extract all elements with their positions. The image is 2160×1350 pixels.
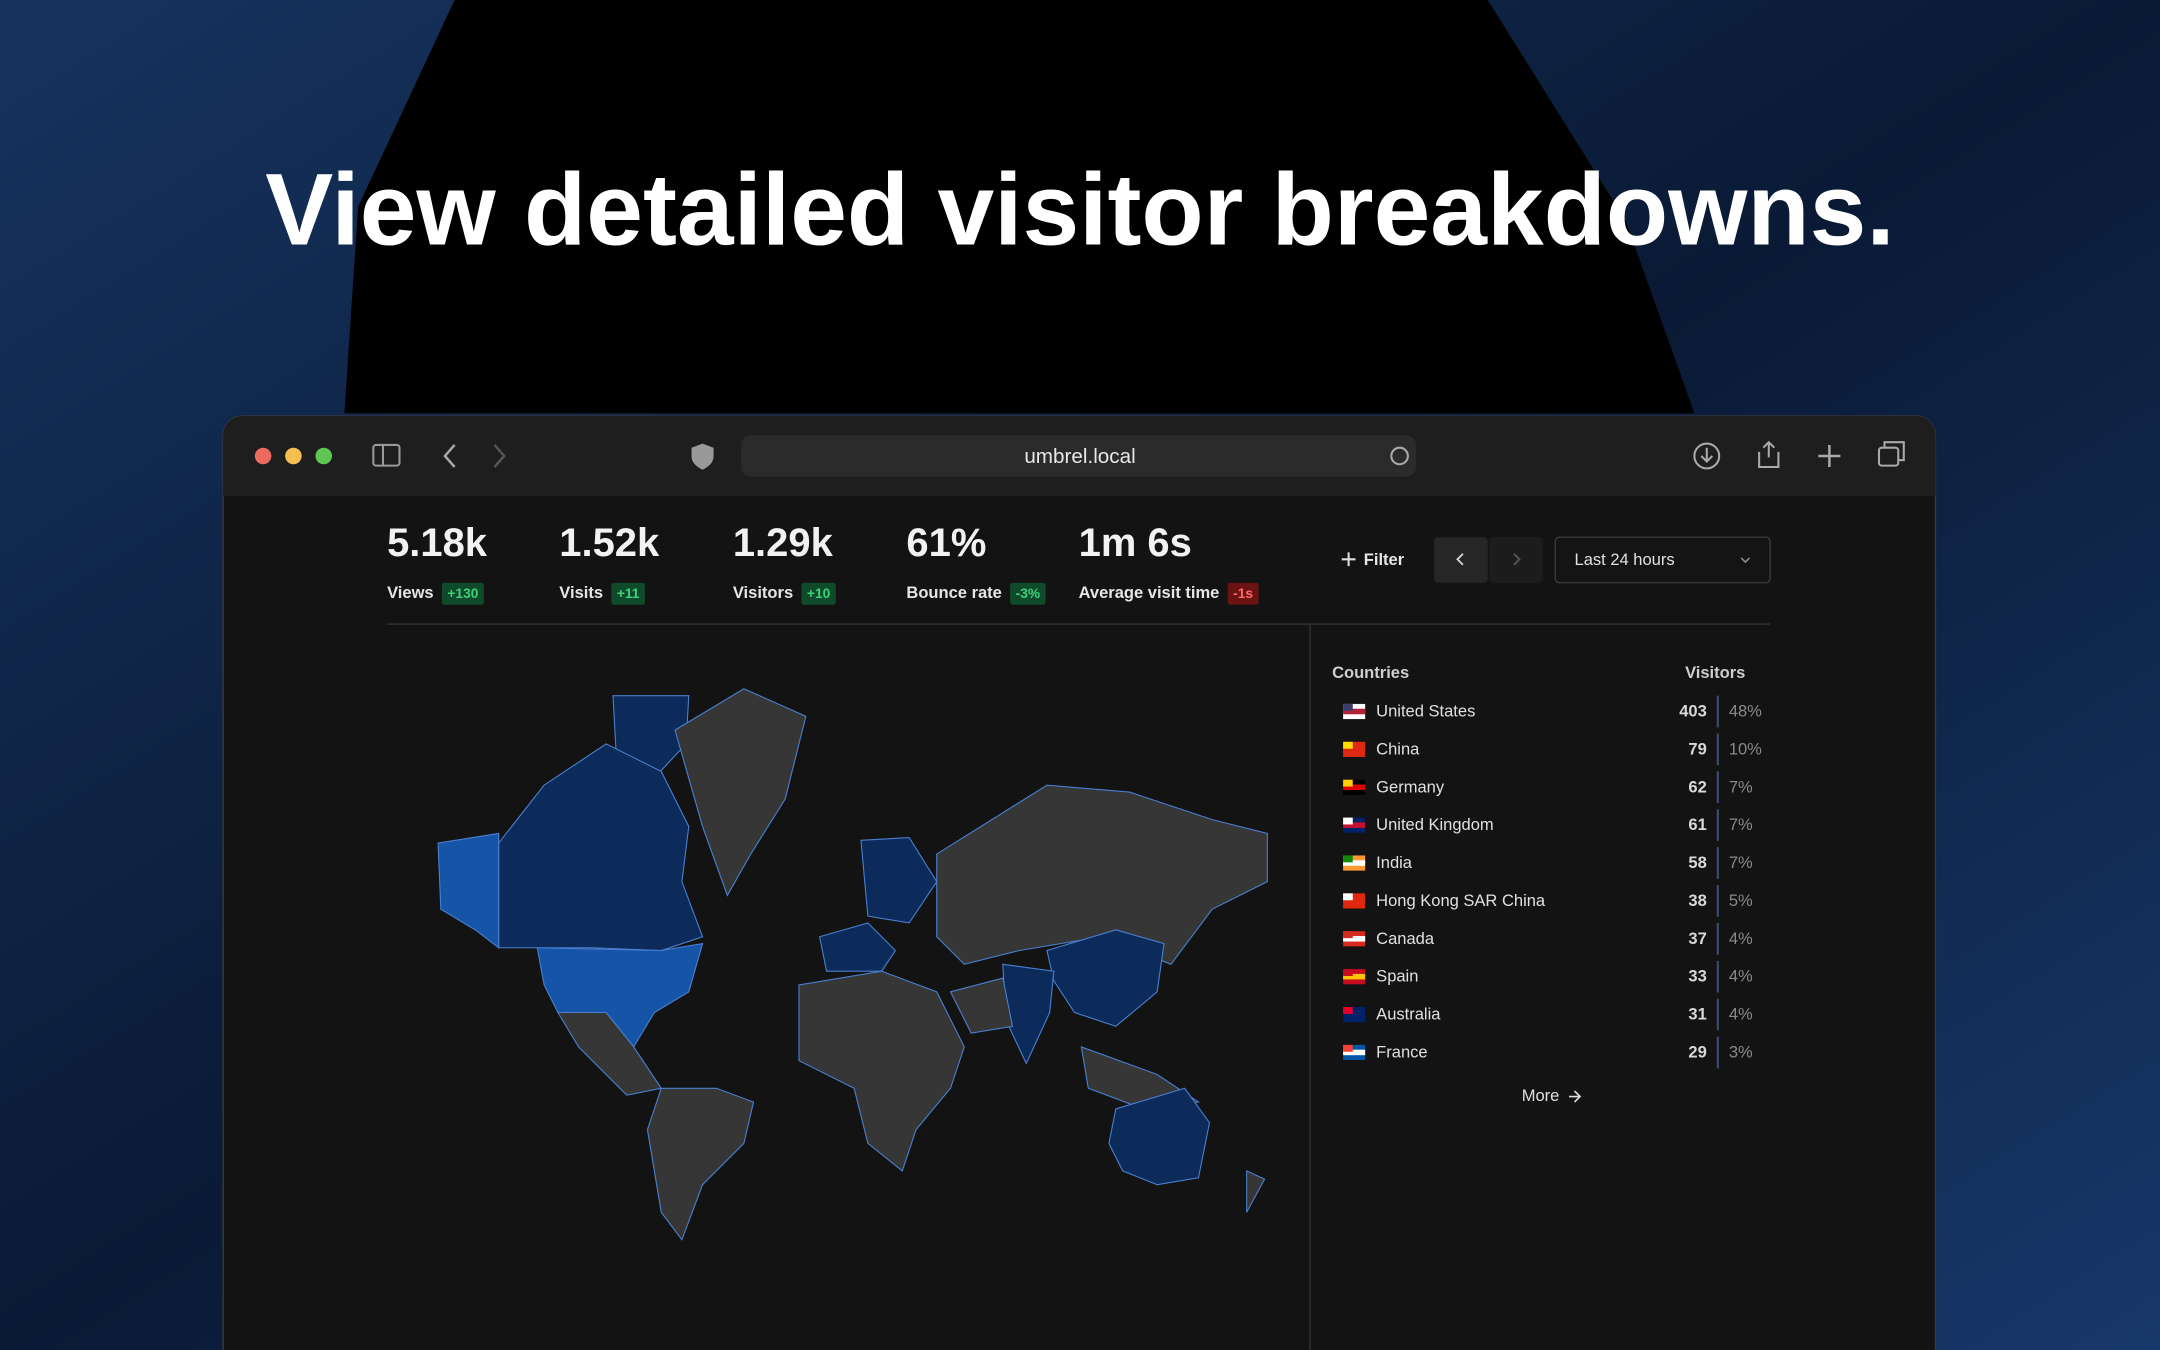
stat-delta-badge bbox=[801, 582, 836, 605]
stat-delta-badge bbox=[1227, 582, 1259, 605]
country-name: India bbox=[1376, 853, 1413, 872]
stat-label: Average visit time bbox=[1079, 583, 1220, 602]
visitor-count: 79 bbox=[1688, 739, 1706, 758]
stat-value: 1m 6s bbox=[1079, 521, 1192, 565]
country-name: China bbox=[1376, 739, 1420, 758]
visitor-count: 33 bbox=[1688, 967, 1706, 986]
country-name: France bbox=[1376, 1042, 1427, 1061]
stat-delta-badge bbox=[1010, 582, 1046, 605]
flag bbox=[1343, 969, 1366, 985]
flag-part bbox=[1343, 1006, 1353, 1014]
flag-part bbox=[1343, 822, 1366, 828]
filter-button[interactable]: Filter bbox=[1364, 550, 1405, 569]
flag-part bbox=[1343, 746, 1366, 753]
world-map bbox=[437, 688, 1268, 1241]
visitor-percent: 3% bbox=[1729, 1042, 1753, 1061]
flag-part bbox=[1343, 1011, 1366, 1018]
flag bbox=[1343, 931, 1366, 947]
visitor-percent: 48% bbox=[1729, 702, 1762, 721]
flag-part bbox=[1343, 708, 1366, 715]
stat-delta-badge bbox=[611, 582, 645, 605]
range-label: Last 24 hours bbox=[1575, 550, 1675, 569]
visitor-percent: 7% bbox=[1729, 777, 1753, 796]
flag-part bbox=[1343, 817, 1353, 825]
visitor-percent: 7% bbox=[1729, 853, 1753, 872]
stat-label: Bounce rate bbox=[906, 583, 1001, 602]
stat-delta-badge bbox=[441, 582, 484, 605]
stat-value: 5.18k bbox=[387, 521, 488, 565]
flag bbox=[1343, 1006, 1366, 1023]
visitor-count: 31 bbox=[1688, 1005, 1706, 1024]
visitor-count: 62 bbox=[1688, 777, 1706, 796]
flag-part bbox=[1343, 969, 1353, 976]
stat-label: Visitors bbox=[733, 583, 793, 602]
flag-part bbox=[1343, 855, 1353, 863]
bg-shape bbox=[344, 0, 1695, 414]
visitor-percent: 4% bbox=[1729, 967, 1753, 986]
stat-label: Views bbox=[387, 583, 434, 602]
range-select[interactable] bbox=[1554, 536, 1771, 584]
flag-part bbox=[1343, 931, 1353, 939]
flag-part bbox=[1343, 1049, 1366, 1056]
more-arrow bbox=[1569, 1090, 1582, 1103]
stat-value: 1.29k bbox=[733, 521, 834, 565]
flag-part bbox=[1343, 784, 1366, 791]
flag bbox=[1343, 855, 1366, 871]
visitor-percent: 4% bbox=[1729, 1005, 1753, 1024]
flag-part bbox=[1343, 741, 1353, 749]
flag bbox=[1343, 893, 1366, 909]
flag-part bbox=[1343, 703, 1353, 711]
visitor-percent: 5% bbox=[1729, 891, 1753, 910]
visitor-count: 58 bbox=[1688, 853, 1706, 872]
flag bbox=[1343, 817, 1366, 833]
visitor-count: 61 bbox=[1688, 815, 1706, 834]
visitor-count: 29 bbox=[1688, 1042, 1706, 1061]
prev-button[interactable] bbox=[1434, 537, 1488, 583]
country-name: Canada bbox=[1376, 929, 1435, 948]
flag-part bbox=[1343, 860, 1366, 866]
flag-part bbox=[1343, 1044, 1353, 1052]
stat-delta: +10 bbox=[807, 586, 831, 601]
country-name: Germany bbox=[1376, 777, 1445, 796]
flag-part bbox=[1343, 898, 1366, 904]
flag bbox=[1343, 741, 1366, 757]
stat-delta: -3% bbox=[1016, 586, 1040, 601]
country-name: United States bbox=[1376, 702, 1475, 721]
stat-delta: -1s bbox=[1233, 586, 1253, 601]
flag-part bbox=[1343, 936, 1366, 942]
flag bbox=[1343, 703, 1366, 720]
flag-part bbox=[1343, 973, 1366, 980]
flag-part bbox=[1343, 893, 1353, 901]
url: umbrel.local bbox=[1024, 445, 1135, 468]
stat-label: Visits bbox=[559, 583, 603, 602]
controls: Filter Last 24 hours bbox=[1341, 536, 1771, 584]
column-header: Countries bbox=[1332, 663, 1409, 682]
flag bbox=[1343, 779, 1366, 795]
stat-value: 61% bbox=[906, 521, 986, 565]
visitor-count: 403 bbox=[1679, 702, 1707, 721]
country-name: Hong Kong SAR China bbox=[1376, 891, 1546, 910]
visitor-percent: 10% bbox=[1729, 739, 1762, 758]
column-header: Visitors bbox=[1685, 663, 1745, 682]
visitor-count: 38 bbox=[1688, 891, 1706, 910]
stat-delta: +11 bbox=[617, 586, 640, 601]
flag bbox=[1343, 1044, 1366, 1061]
country-name: United Kingdom bbox=[1376, 815, 1494, 834]
stat-delta: +130 bbox=[447, 586, 478, 601]
country-name: Spain bbox=[1376, 967, 1418, 986]
next-button[interactable] bbox=[1489, 537, 1543, 583]
stat-value: 1.52k bbox=[559, 521, 660, 565]
url-bar[interactable] bbox=[741, 435, 1417, 477]
flag-part bbox=[1343, 779, 1353, 787]
visitor-percent: 4% bbox=[1729, 929, 1753, 948]
more-link[interactable]: More bbox=[1522, 1086, 1560, 1105]
country-name: Australia bbox=[1376, 1005, 1441, 1024]
headline: View detailed visitor breakdowns. bbox=[265, 153, 1894, 267]
visitor-percent: 7% bbox=[1729, 815, 1753, 834]
visitor-count: 37 bbox=[1688, 929, 1706, 948]
